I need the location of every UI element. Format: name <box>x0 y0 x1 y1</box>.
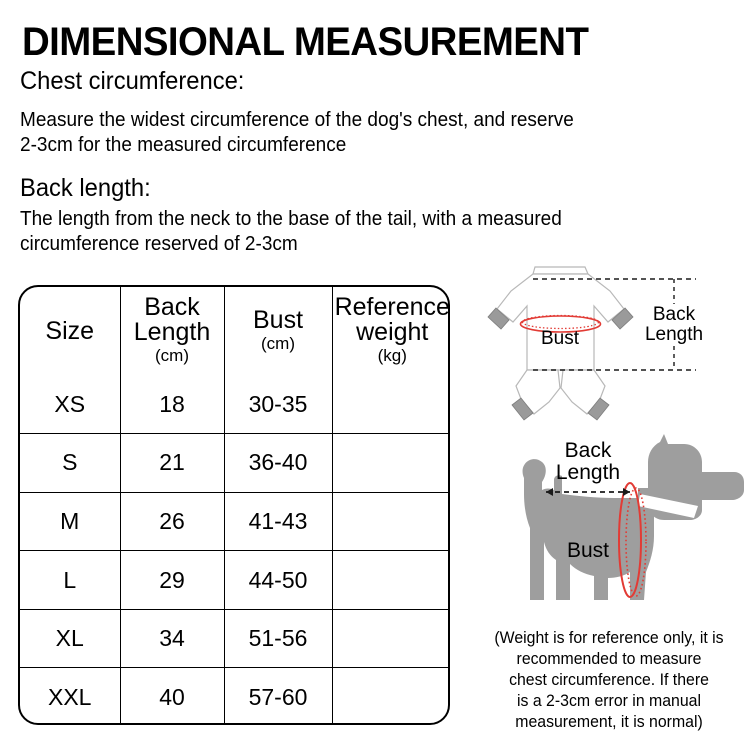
column-header-size-label: Size <box>45 316 95 345</box>
column-header-back-length-label: Back Length <box>133 293 211 346</box>
cell-bust: 41-43 <box>223 491 333 552</box>
cell-back-length: 40 <box>119 667 225 723</box>
dog-body-silhouette <box>522 459 654 600</box>
garment-back-length-label-line2: Length <box>645 324 703 345</box>
dog-bust-label: Bust <box>567 539 609 562</box>
cell-back-length: 34 <box>119 608 225 669</box>
garment-diagram: Bust Back Length <box>487 266 703 421</box>
size-table-head: Size Back Length (cm) Bust (cm) Referenc… <box>20 287 450 375</box>
dog-collar-gap <box>638 494 698 518</box>
cell-reference-weight <box>331 550 448 610</box>
garment-cuff <box>511 397 610 421</box>
table-header-row: Size Back Length (cm) Bust (cm) Referenc… <box>20 287 450 375</box>
column-header-bust-unit: (cm) <box>261 333 295 353</box>
cell-back-length: 29 <box>119 550 225 610</box>
size-table-container: Size Back Length (cm) Bust (cm) Referenc… <box>18 285 450 725</box>
size-table: Size Back Length (cm) Bust (cm) Referenc… <box>20 287 450 723</box>
garment-cuff <box>487 307 634 330</box>
chest-circumference-heading: Chest circumference: <box>20 67 245 95</box>
cell-size: S <box>20 433 121 493</box>
size-table-body: XS 18 30-35 S 21 36-40 M 26 41-43 <box>20 375 448 723</box>
page-title: DIMENSIONAL MEASUREMENT <box>22 20 589 64</box>
back-length-description: The length from the neck to the base of … <box>20 208 562 255</box>
column-header-bust: Bust (cm) <box>223 287 333 375</box>
cell-size: XL <box>20 608 121 669</box>
weight-reference-note: (Weight is for reference only, it is rec… <box>494 629 724 731</box>
cell-size: L <box>20 550 121 610</box>
table-row: L 29 44-50 <box>20 550 448 610</box>
garment-bust-ellipse <box>519 315 602 333</box>
column-header-back-length: Back Length (cm) <box>119 287 225 375</box>
cell-bust: 57-60 <box>223 667 333 723</box>
cell-back-length: 21 <box>119 433 225 493</box>
dog-back-length-arrow <box>546 488 630 496</box>
table-row: M 26 41-43 <box>20 491 448 552</box>
cell-size: M <box>20 491 121 552</box>
table-row: XXL 40 57-60 <box>20 667 448 723</box>
table-row: S 21 36-40 <box>20 433 448 493</box>
dog-back-length-label-line1: Back <box>565 439 612 462</box>
dog-head-silhouette <box>648 434 744 520</box>
table-row: XL 34 51-56 <box>20 608 448 669</box>
cell-back-length: 26 <box>119 491 225 552</box>
cell-reference-weight <box>331 375 448 435</box>
dog-bust-ellipse <box>618 482 642 598</box>
cell-size: XXL <box>20 667 121 723</box>
column-header-bust-label: Bust <box>252 305 304 334</box>
cell-reference-weight <box>331 667 448 723</box>
cell-bust: 36-40 <box>223 433 333 493</box>
cell-reference-weight <box>331 433 448 493</box>
cell-size: XS <box>20 375 121 435</box>
cell-reference-weight <box>331 491 448 552</box>
column-header-back-length-unit: (cm) <box>155 346 189 365</box>
column-header-reference-weight-label: Reference weight <box>334 293 450 346</box>
column-header-size: Size <box>20 287 121 375</box>
cell-bust: 30-35 <box>223 375 333 435</box>
column-header-reference-weight: Reference weight (kg) <box>331 287 450 375</box>
cell-reference-weight <box>331 608 448 669</box>
garment-bust-label: Bust <box>541 328 580 349</box>
dog-bust-ellipse-dotted <box>625 487 647 597</box>
column-header-reference-weight-unit: (kg) <box>377 346 407 365</box>
dog-diagram: Bust Back Length <box>522 434 744 600</box>
cell-bust: 44-50 <box>223 550 333 610</box>
cell-bust: 51-56 <box>223 608 333 669</box>
garment-bust-ellipse-dotted <box>521 314 600 330</box>
back-length-heading: Back length: <box>20 174 151 202</box>
chest-circumference-description: Measure the widest circumference of the … <box>20 109 574 156</box>
dog-back-length-label-line2: Length <box>556 461 620 484</box>
cell-back-length: 18 <box>119 375 225 435</box>
garment-back-length-label-line1: Back <box>653 304 696 325</box>
table-row: XS 18 30-35 <box>20 375 448 435</box>
